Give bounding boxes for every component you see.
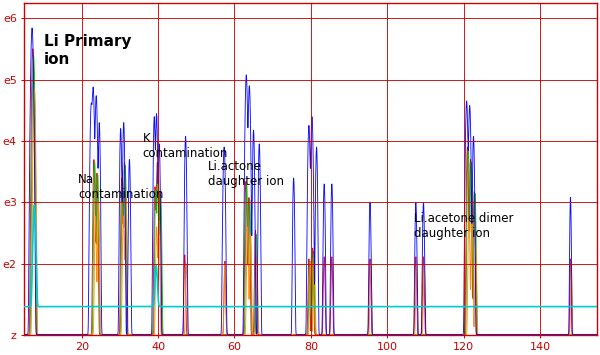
Text: Li.actone
daughter ion: Li.actone daughter ion (208, 159, 284, 187)
Text: Li Primary
ion: Li Primary ion (44, 34, 131, 67)
Text: K
contamination: K contamination (143, 132, 228, 160)
Text: Li.acetone dimer
daughter ion: Li.acetone dimer daughter ion (414, 212, 514, 240)
Text: Na
contamination: Na contamination (78, 173, 163, 201)
